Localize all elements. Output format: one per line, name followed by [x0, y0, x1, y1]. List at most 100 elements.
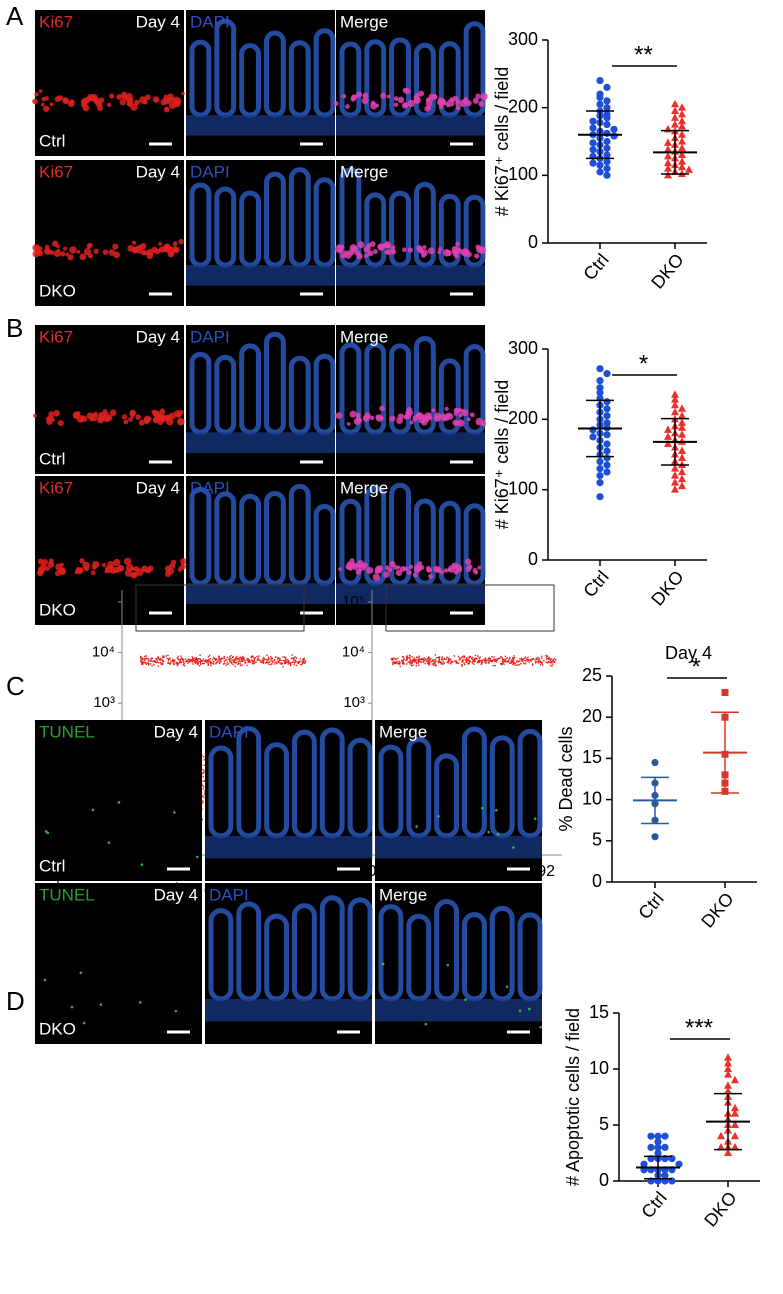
event: [216, 658, 218, 661]
data-point: [664, 439, 672, 447]
event: [182, 664, 185, 666]
event: [501, 657, 503, 659]
event: [301, 661, 304, 664]
event: [201, 818, 204, 821]
stain-spot: [83, 247, 92, 256]
stain-spot: [59, 562, 64, 567]
event: [493, 658, 495, 660]
event: [252, 656, 254, 658]
stain-spot: [171, 559, 177, 565]
event: [302, 660, 304, 662]
event: [447, 657, 449, 659]
event: [399, 665, 401, 668]
event: [147, 659, 150, 661]
event: [144, 658, 146, 660]
y-tick-label: 100: [508, 478, 538, 498]
stain-spot: [108, 249, 116, 256]
event: [303, 659, 305, 661]
event: [226, 658, 228, 661]
stain-spot: [434, 412, 442, 420]
event: [485, 662, 487, 665]
event: [280, 659, 282, 661]
event: [247, 661, 249, 663]
stain-spot: [474, 253, 480, 259]
event: [403, 663, 405, 665]
event: [502, 659, 504, 661]
event: [484, 658, 486, 661]
event: [152, 660, 154, 663]
event: [546, 656, 548, 658]
stain-spot: [386, 94, 391, 99]
event: [278, 661, 280, 664]
event: [169, 662, 171, 664]
stain-spot: [62, 246, 68, 251]
event: [546, 655, 549, 657]
event: [406, 663, 408, 665]
event: [440, 663, 442, 665]
event: [547, 662, 549, 664]
event: [284, 658, 287, 660]
stain-spot: [469, 412, 475, 418]
event: [156, 659, 159, 661]
stain-spot: [117, 565, 124, 572]
event: [245, 661, 247, 664]
event: [468, 661, 470, 663]
event: [175, 661, 178, 664]
data-point: [589, 139, 597, 147]
event: [293, 659, 295, 661]
event: [510, 662, 512, 664]
event: [190, 660, 192, 662]
event: [419, 658, 421, 661]
data-point: [603, 97, 611, 105]
stain-spot: [166, 97, 174, 104]
event: [194, 658, 197, 661]
event: [203, 756, 205, 758]
data-point: [596, 493, 604, 501]
panel-letter: C: [6, 671, 25, 701]
event: [401, 655, 403, 658]
data-point: [610, 132, 618, 140]
event: [274, 661, 276, 663]
event: [284, 662, 287, 664]
dapi-label: DAPI: [190, 12, 230, 31]
stain-spot: [37, 246, 43, 251]
stain-spot: [408, 564, 414, 570]
event: [230, 654, 232, 657]
event: [542, 664, 544, 666]
event: [480, 662, 483, 664]
event: [463, 655, 465, 657]
data-point: [664, 425, 672, 433]
event: [423, 657, 425, 659]
event: [493, 660, 496, 662]
event: [268, 661, 270, 664]
event: [201, 660, 203, 662]
stain-spot: [377, 565, 383, 572]
event: [274, 663, 276, 665]
event: [551, 665, 553, 667]
stain-spot: [56, 244, 60, 249]
stain-spot: [130, 413, 135, 419]
stain-spot: [121, 91, 127, 98]
event: [517, 660, 520, 663]
event: [278, 659, 281, 662]
event: [209, 662, 211, 664]
event: [429, 659, 431, 662]
stain-spot: [62, 97, 70, 105]
event: [500, 655, 502, 658]
event: [241, 664, 243, 666]
event: [443, 657, 446, 660]
event: [514, 662, 516, 665]
stain-spot: [427, 414, 432, 419]
data-point: [596, 100, 604, 108]
event: [271, 663, 273, 665]
y-tick-label: 10⁴: [92, 644, 115, 661]
data-point: [678, 137, 686, 145]
stain-spot: [33, 413, 37, 418]
event: [433, 659, 435, 661]
gate: [135, 584, 305, 632]
event: [142, 661, 144, 663]
data-point: [678, 109, 686, 118]
event: [424, 658, 427, 660]
stain-spot: [67, 254, 74, 261]
data-point: [678, 411, 686, 419]
